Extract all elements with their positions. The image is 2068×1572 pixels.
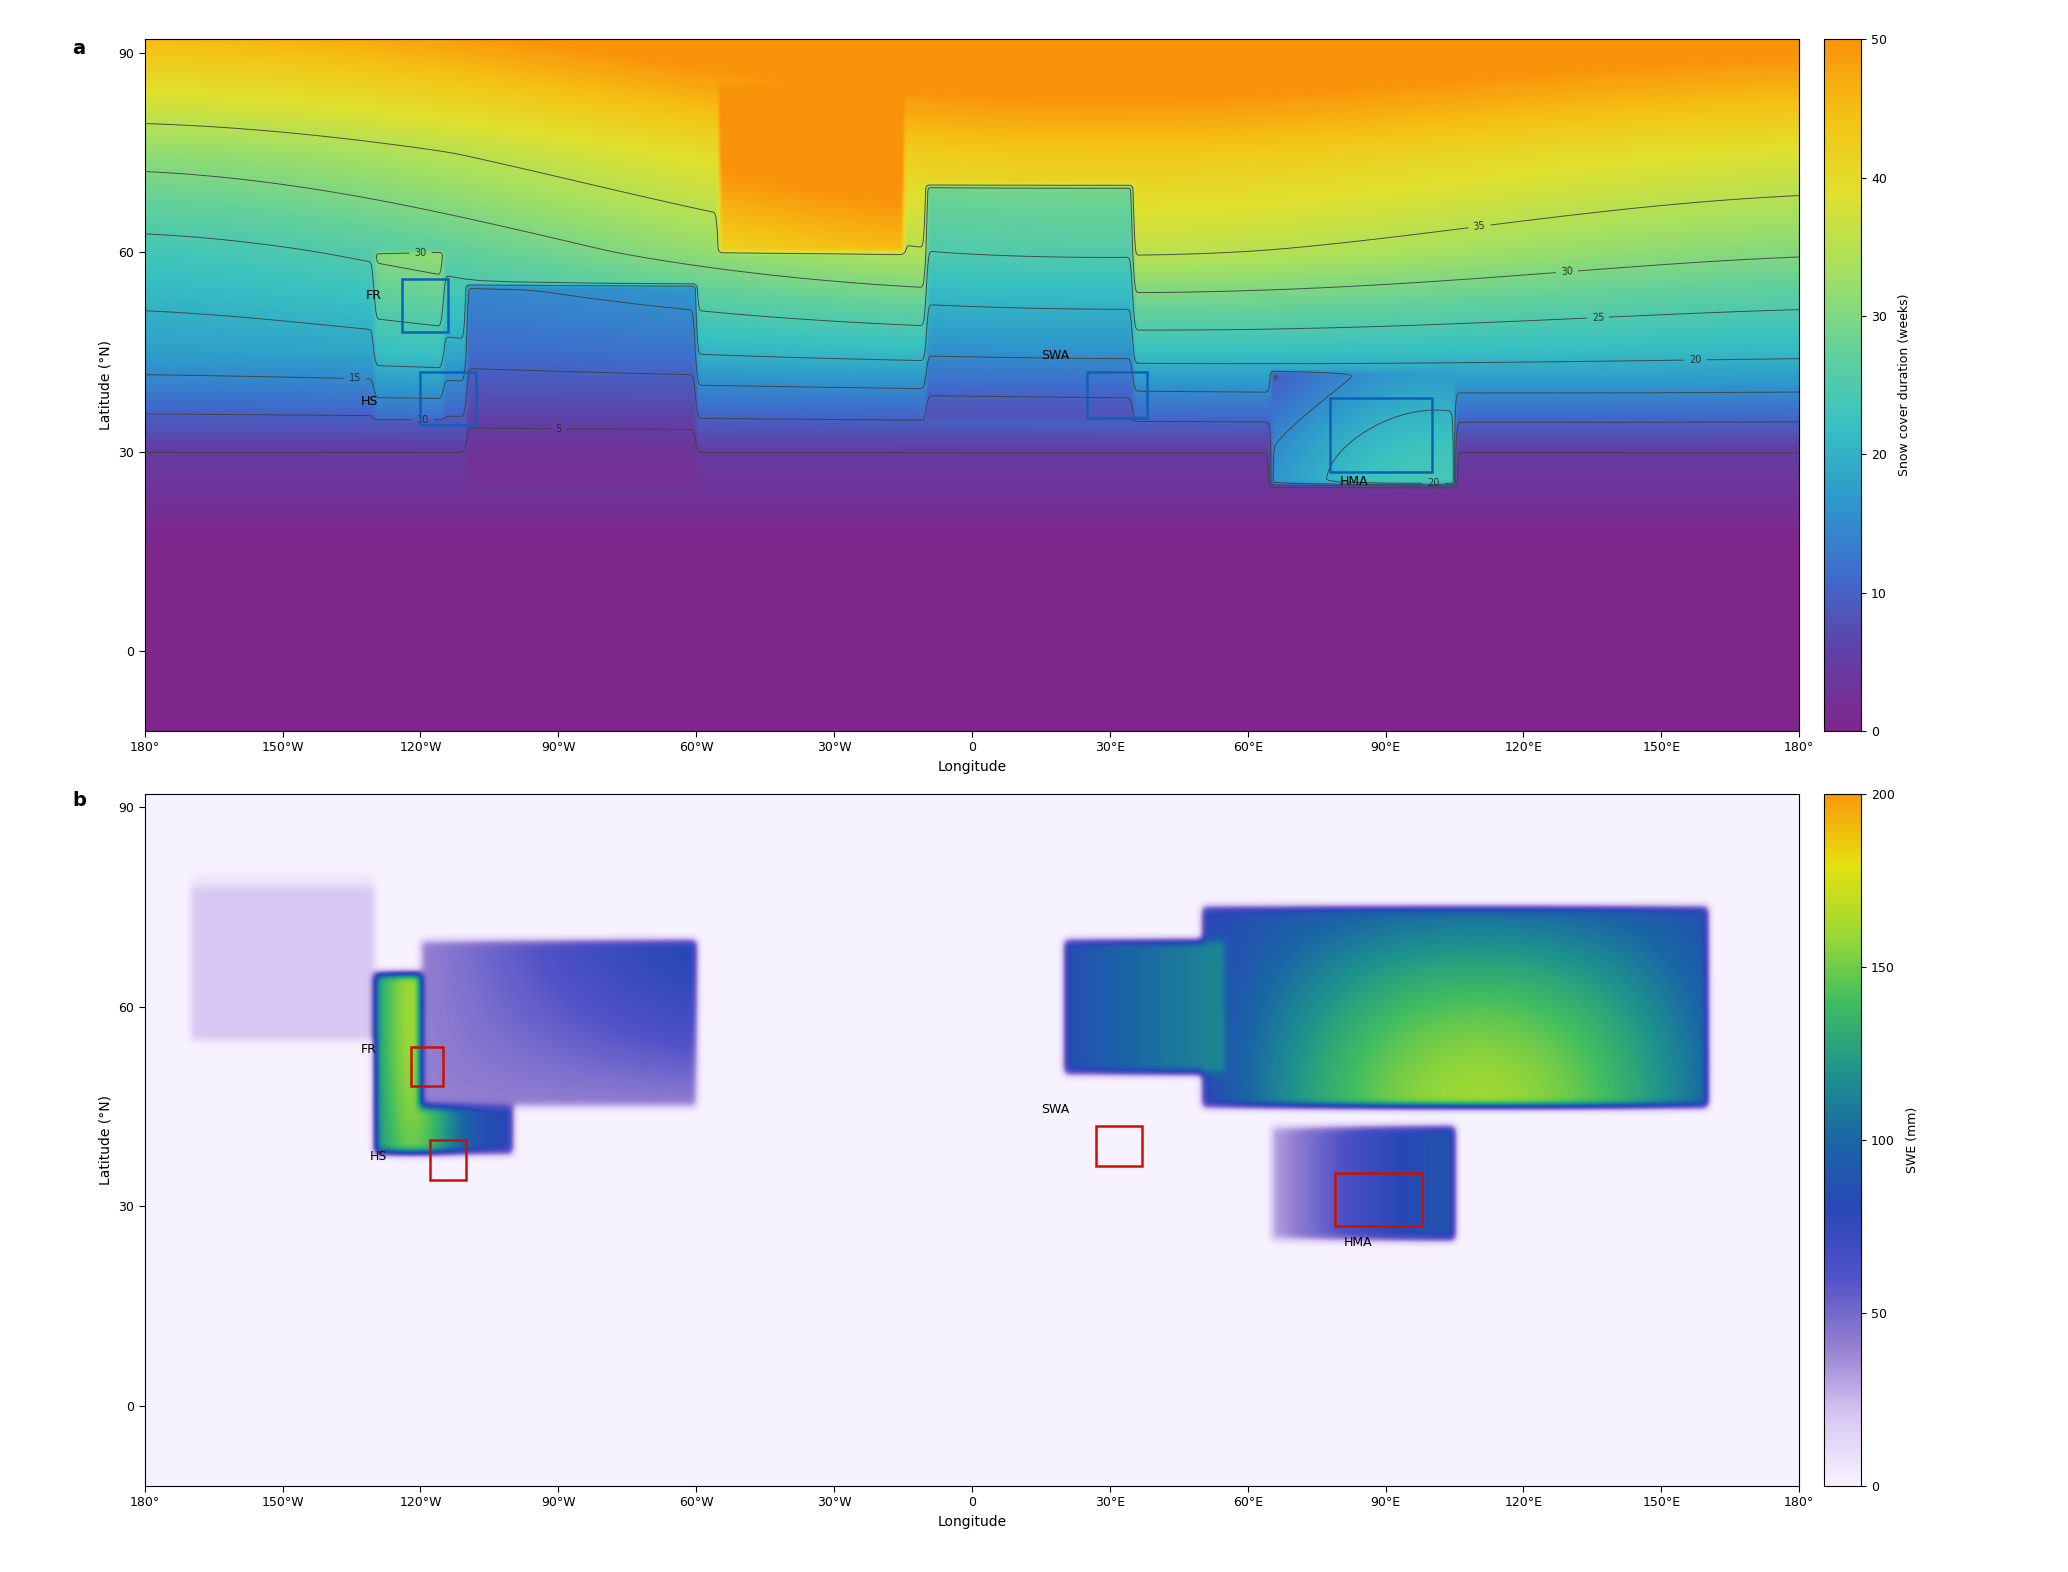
Bar [420,373,476,424]
Text: 20: 20 [1690,355,1702,365]
Bar [412,1047,443,1086]
Text: FR: FR [366,289,381,302]
Text: 35: 35 [1472,220,1487,233]
Bar [401,278,449,332]
Bar [1088,373,1146,418]
Text: 20: 20 [1427,478,1439,489]
Y-axis label: Snow cover duration (weeks): Snow cover duration (weeks) [1898,294,1911,476]
Bar [430,1140,467,1179]
Text: 25: 25 [1592,313,1605,322]
Text: a: a [72,39,85,58]
Bar [1096,1127,1142,1166]
Text: HMA: HMA [1344,1236,1373,1250]
X-axis label: Longitude: Longitude [937,1514,1007,1528]
Y-axis label: Latitude (°N): Latitude (°N) [99,340,114,431]
Text: HS: HS [370,1149,387,1163]
Text: 5: 5 [556,424,562,434]
Text: 30: 30 [414,248,426,258]
Text: SWA: SWA [1040,349,1069,362]
Text: 10: 10 [418,415,430,424]
Text: FR: FR [360,1044,376,1056]
Bar [1336,1173,1423,1226]
Y-axis label: Latitude (°N): Latitude (°N) [99,1094,114,1185]
Text: HMA: HMA [1340,475,1369,487]
Text: HS: HS [360,395,378,409]
Text: SWA: SWA [1040,1104,1069,1116]
Text: 15: 15 [349,374,362,384]
X-axis label: Longitude: Longitude [937,759,1007,773]
Text: 30: 30 [1561,266,1574,277]
Text: b: b [72,791,87,810]
Bar [1330,398,1431,472]
Y-axis label: SWE (mm): SWE (mm) [1907,1107,1919,1173]
